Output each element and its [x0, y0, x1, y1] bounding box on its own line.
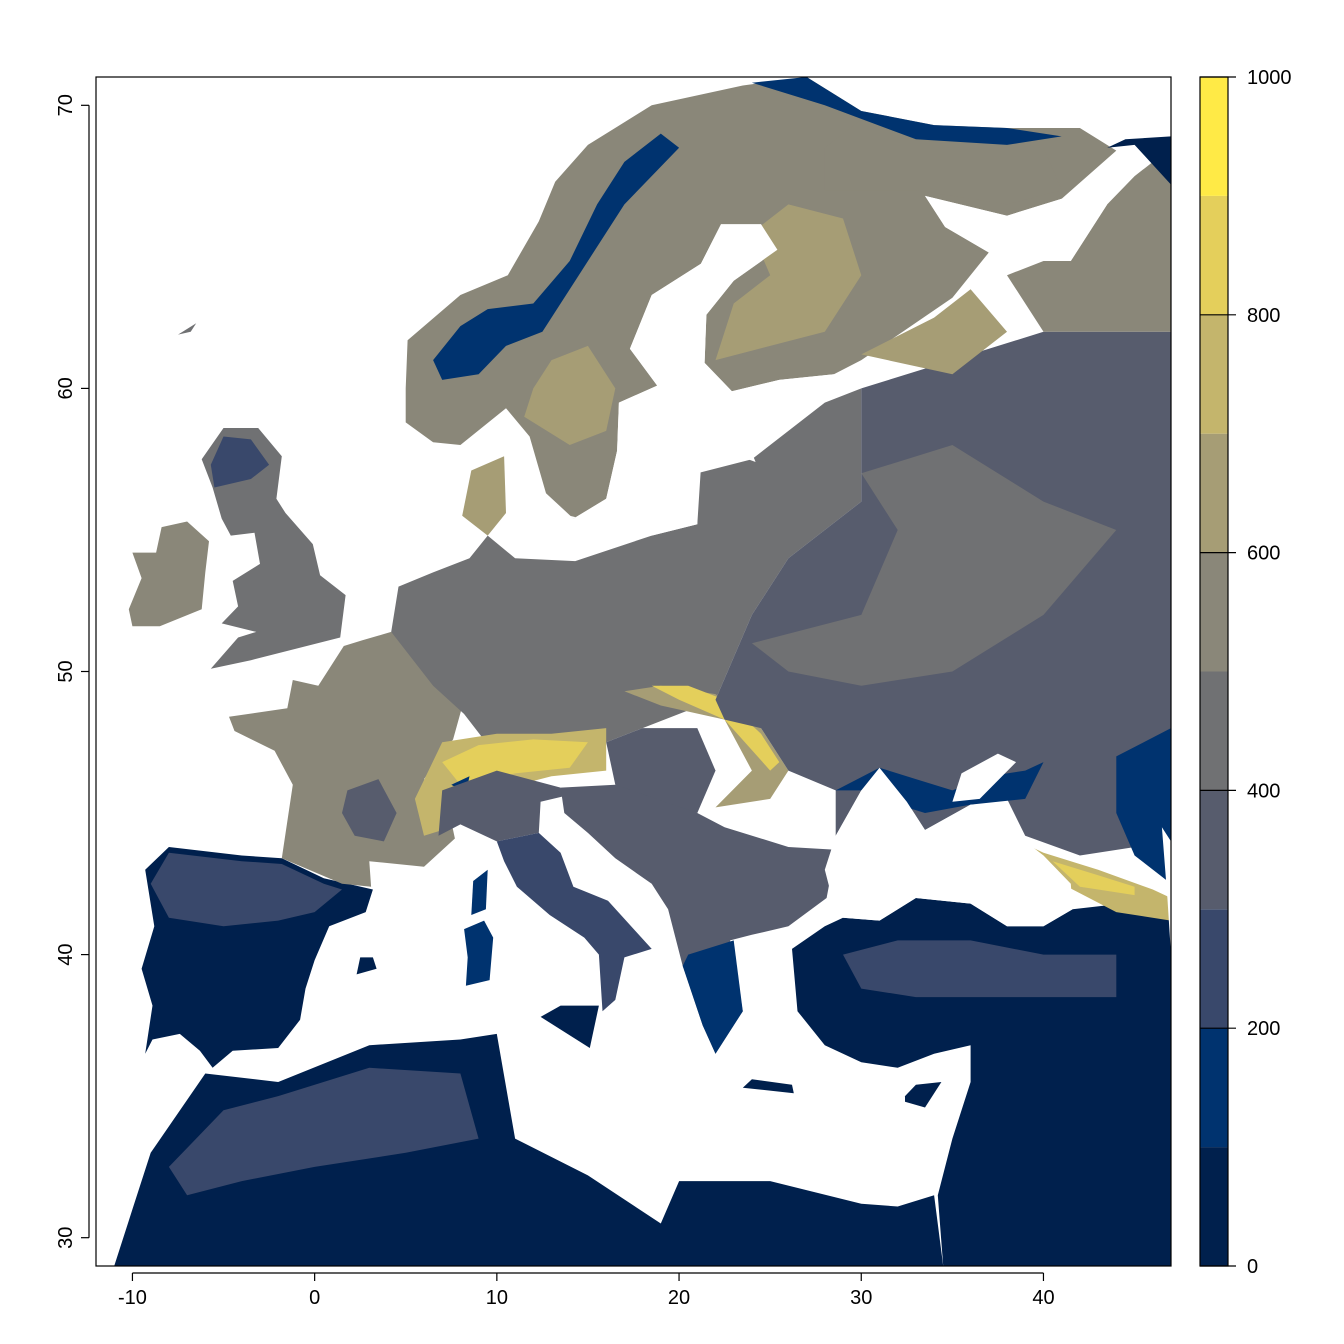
- legend-ticks: 0 200 400 600 800 1000: [1200, 67, 1292, 1278]
- region-anatolia-plateau: [843, 940, 1117, 998]
- region-fennoscandian-shield: [524, 345, 616, 445]
- region-france-massif: [342, 779, 397, 842]
- x-tick-label: -10: [118, 1287, 147, 1309]
- legend-bin: [1200, 195, 1228, 315]
- region-finland: [715, 204, 862, 361]
- legend-bin: [1200, 77, 1228, 196]
- region-balkans: [560, 784, 836, 1054]
- sea-caspian-sea: [1161, 827, 1171, 955]
- sea-sea-of-azov: [952, 753, 1017, 802]
- region-carpathians: [624, 685, 789, 808]
- legend-tick-label: 0: [1247, 1256, 1258, 1278]
- region-kola: [824, 119, 1062, 205]
- y-tick-label: 60: [55, 377, 77, 399]
- legend-bin: [1200, 909, 1228, 1029]
- land-layer: [114, 77, 1171, 1266]
- region-iceland-faroe: [178, 323, 197, 335]
- legend-tick-label: 1000: [1247, 67, 1292, 89]
- sea-baltic-sea: [569, 224, 862, 536]
- region-corsica: [471, 869, 488, 915]
- region-kanin: [1107, 136, 1171, 185]
- region-great-britain: [201, 428, 346, 669]
- region-russian-plain: [751, 445, 1117, 686]
- legend-bin: [1200, 790, 1228, 910]
- region-caucasus-peaks: [1052, 861, 1135, 896]
- x-tick-label: 0: [309, 1287, 320, 1309]
- region-greece: [682, 940, 743, 1054]
- x-axis: -10 0 10 20 30 40: [118, 1272, 1055, 1309]
- region-italy: [438, 770, 565, 842]
- region-italy-peninsula: [496, 832, 652, 1012]
- y-tick-label: 40: [55, 943, 77, 965]
- y-axis: 30 40 50 60 70: [55, 94, 90, 1249]
- region-iberia-north: [150, 852, 342, 927]
- region-arctic-coast: [751, 77, 1062, 145]
- y-tick-label: 30: [55, 1227, 77, 1249]
- legend-tick-label: 800: [1247, 305, 1280, 327]
- sea-layer: [569, 195, 1171, 955]
- region-cyprus: [905, 1082, 942, 1108]
- region-sicily: [540, 1005, 599, 1048]
- region-jutland: [462, 456, 506, 536]
- region-scandes: [433, 133, 680, 380]
- legend-bin: [1200, 433, 1228, 553]
- region-scottish-highlands: [210, 436, 270, 488]
- color-legend: 0 200 400 600 800 1000: [1199, 67, 1292, 1278]
- x-tick-label: 40: [1032, 1287, 1054, 1309]
- sea-black-sea: [824, 767, 1073, 927]
- region-balearics: [356, 957, 377, 975]
- region-caspian-lowland: [1116, 728, 1171, 884]
- x-tick-label: 20: [668, 1287, 690, 1309]
- x-tick-label: 10: [486, 1287, 508, 1309]
- region-ireland: [128, 521, 209, 627]
- region-carpathian-peaks: [651, 685, 780, 771]
- region-northeast-russia: [1007, 147, 1171, 332]
- legend-tick-label: 200: [1247, 1018, 1280, 1040]
- legend-color-bins: [1200, 77, 1228, 1266]
- legend-tick-label: 400: [1247, 780, 1280, 802]
- legend-bin: [1200, 1028, 1228, 1148]
- region-alps-peaks: [442, 739, 588, 785]
- region-central-europe: [391, 388, 862, 771]
- y-tick-label: 70: [55, 94, 77, 116]
- region-crete: [742, 1079, 794, 1094]
- y-tick-label: 50: [55, 660, 77, 682]
- region-north-africa-atlas: [168, 1067, 479, 1196]
- region-france: [229, 631, 465, 887]
- legend-bin: [1200, 1147, 1228, 1266]
- sea-white-sea: [925, 195, 1108, 261]
- region-karelia: [861, 289, 1007, 375]
- legend-bin: [1200, 671, 1228, 791]
- x-tick-label: 30: [850, 1287, 872, 1309]
- legend-tick-label: 600: [1247, 543, 1280, 565]
- region-sardinia: [464, 920, 494, 986]
- map-frame: [95, 76, 1172, 1267]
- legend-bin: [1200, 314, 1228, 434]
- legend-bin: [1200, 552, 1228, 672]
